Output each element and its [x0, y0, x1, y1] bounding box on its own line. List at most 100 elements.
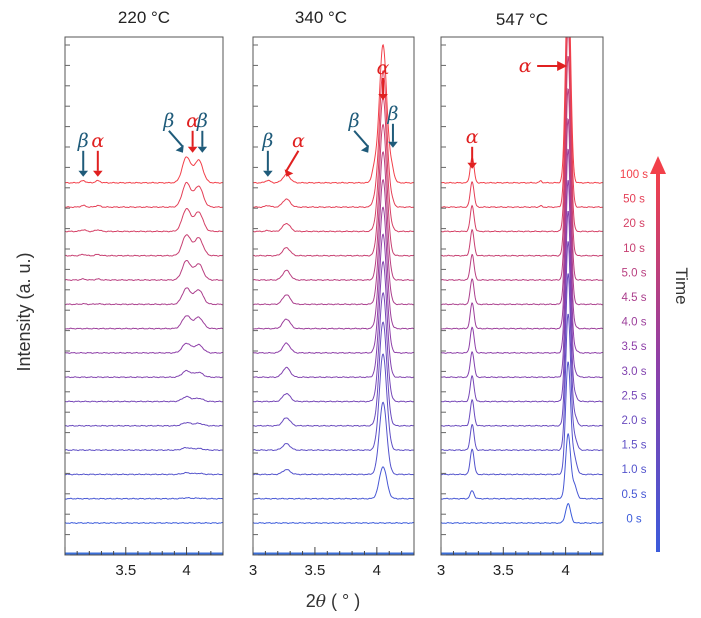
series-line-1-11: [253, 123, 414, 257]
series-line-2-0: [441, 502, 603, 524]
peak-annotation-alpha: α: [519, 55, 568, 77]
time-label-2-5-s: 2.5 s: [622, 390, 647, 402]
annotation-label: α: [91, 130, 104, 152]
series-line-1-8: [253, 206, 414, 330]
series-line-2-3: [441, 313, 603, 452]
time-label-50-s: 50 s: [623, 194, 645, 206]
time-label-1-5-s: 1.5 s: [622, 440, 647, 452]
time-arrow-shaft: [656, 172, 660, 552]
annotation-label: β: [348, 110, 360, 132]
series-line-0-9: [65, 287, 223, 306]
time-labels: 100 s 50 s 20 s 10 s 5.0 s 4.5 s 4.0 s 3.5 s 3.0…: [620, 169, 648, 525]
series-line-0-5: [65, 395, 223, 403]
annotation-label: β: [162, 110, 174, 132]
peak-annotation-beta: β: [162, 110, 184, 153]
time-label-4-5-s: 4.5 s: [622, 292, 647, 304]
time-arrow-head: [650, 156, 666, 174]
series-line-1-7: [253, 233, 414, 354]
annotation-label: α: [519, 55, 532, 77]
x-ticks-340: 3 3.5 4: [249, 44, 415, 579]
series-line-2-4: [441, 273, 603, 427]
panel-547: 547 °C 3 3.5 4: [437, 10, 604, 579]
series-line-1-4: [253, 321, 414, 427]
x-tick-label-3-5: 3.5: [115, 562, 136, 579]
annotation-label: α: [186, 110, 199, 132]
series-line-2-9: [441, 118, 603, 306]
series-line-2-6: [441, 210, 603, 379]
series-line-2-1: [441, 433, 603, 500]
series-line-0-1: [65, 497, 223, 500]
peak-annotation-alpha: α: [186, 110, 199, 153]
x-ticks-220: 3.5 4: [64, 44, 224, 579]
time-label-3-5-s: 3.5 s: [622, 341, 647, 353]
series-line-2-8: [441, 148, 603, 330]
x-tick-label-3: 3: [437, 562, 445, 579]
series-line-2-10: [441, 88, 603, 281]
series-line-1-9: [253, 178, 414, 306]
x-tick-label-3: 3: [249, 562, 257, 579]
series-line-0-14: [65, 156, 223, 184]
series-line-1-1: [253, 466, 414, 500]
series-line-1-5: [253, 291, 414, 403]
x-ticks-547: 3 3.5 4: [437, 44, 604, 579]
x-tick-label-4: 4: [373, 562, 381, 579]
time-label-1-0-s: 1.0 s: [622, 464, 647, 476]
series-line-1-12: [253, 96, 414, 233]
series-line-2-12: [441, 37, 603, 233]
panel-340: 340 °C 3 3.5 4: [249, 8, 415, 579]
series-line-0-6: [65, 369, 223, 379]
series-line-0-7: [65, 342, 223, 354]
series-line-2-13: [441, 37, 603, 209]
peak-annotation-beta: β: [196, 110, 208, 153]
series-line-0-3: [65, 446, 223, 452]
series-line-0-0: [65, 522, 223, 524]
series-line-2-2: [441, 361, 603, 476]
time-label-5-0-s: 5.0 s: [622, 267, 647, 279]
series-line-1-6: [253, 260, 414, 379]
panel-title-220: 220 °C: [118, 8, 170, 27]
series-line-0-4: [65, 421, 223, 427]
series-line-2-5: [441, 241, 603, 403]
series-line-2-14: [441, 37, 603, 184]
series-line-1-13: [253, 69, 414, 209]
series-line-0-8: [65, 315, 223, 330]
x-tick-label-4: 4: [182, 562, 190, 579]
peak-annotation-alpha: α: [284, 130, 305, 177]
peak-annotation-alpha: α: [91, 130, 104, 177]
annotation-label: α: [377, 57, 390, 79]
series-line-1-10: [253, 150, 414, 281]
panel-frame-220: [64, 36, 224, 556]
peak-annotation-beta: β: [386, 103, 398, 148]
time-label-4-0-s: 4.0 s: [622, 317, 647, 329]
panel-title-547: 547 °C: [496, 10, 548, 29]
y-axis-label: Intensity (a. u.): [14, 252, 34, 371]
annotation-label: β: [196, 110, 208, 132]
time-label-100-s: 100 s: [620, 169, 648, 181]
peak-annotation-beta: β: [348, 110, 370, 153]
panel-frame-340: [252, 36, 415, 556]
series-line-2-11: [441, 55, 603, 257]
annotation-label: β: [386, 103, 398, 125]
x-tick-label-4: 4: [561, 562, 569, 579]
peak-annotation-alpha: α: [466, 126, 479, 169]
time-axis-label: Time: [672, 267, 691, 304]
time-label-3-0-s: 3.0 s: [622, 366, 647, 378]
series-line-2-7: [441, 180, 603, 354]
time-label-2-0-s: 2.0 s: [622, 415, 647, 427]
series-line-1-2: [253, 401, 414, 476]
time-label-20-s: 20 s: [623, 218, 645, 230]
annotation-label: β: [77, 130, 89, 152]
time-label-0-s: 0 s: [626, 513, 642, 525]
series-line-0-12: [65, 207, 223, 233]
time-label-10-s: 10 s: [623, 243, 645, 255]
peak-annotation-beta: β: [77, 130, 89, 177]
annotation-label: α: [292, 130, 305, 152]
series-line-0-11: [65, 234, 223, 257]
series-line-0-13: [65, 181, 223, 209]
time-label-0-5-s: 0.5 s: [622, 489, 647, 501]
panel-title-340: 340 °C: [295, 8, 347, 27]
x-tick-label-3-5: 3.5: [304, 562, 325, 579]
peak-annotation-beta: β: [261, 130, 273, 177]
series-line-0-10: [65, 259, 223, 281]
